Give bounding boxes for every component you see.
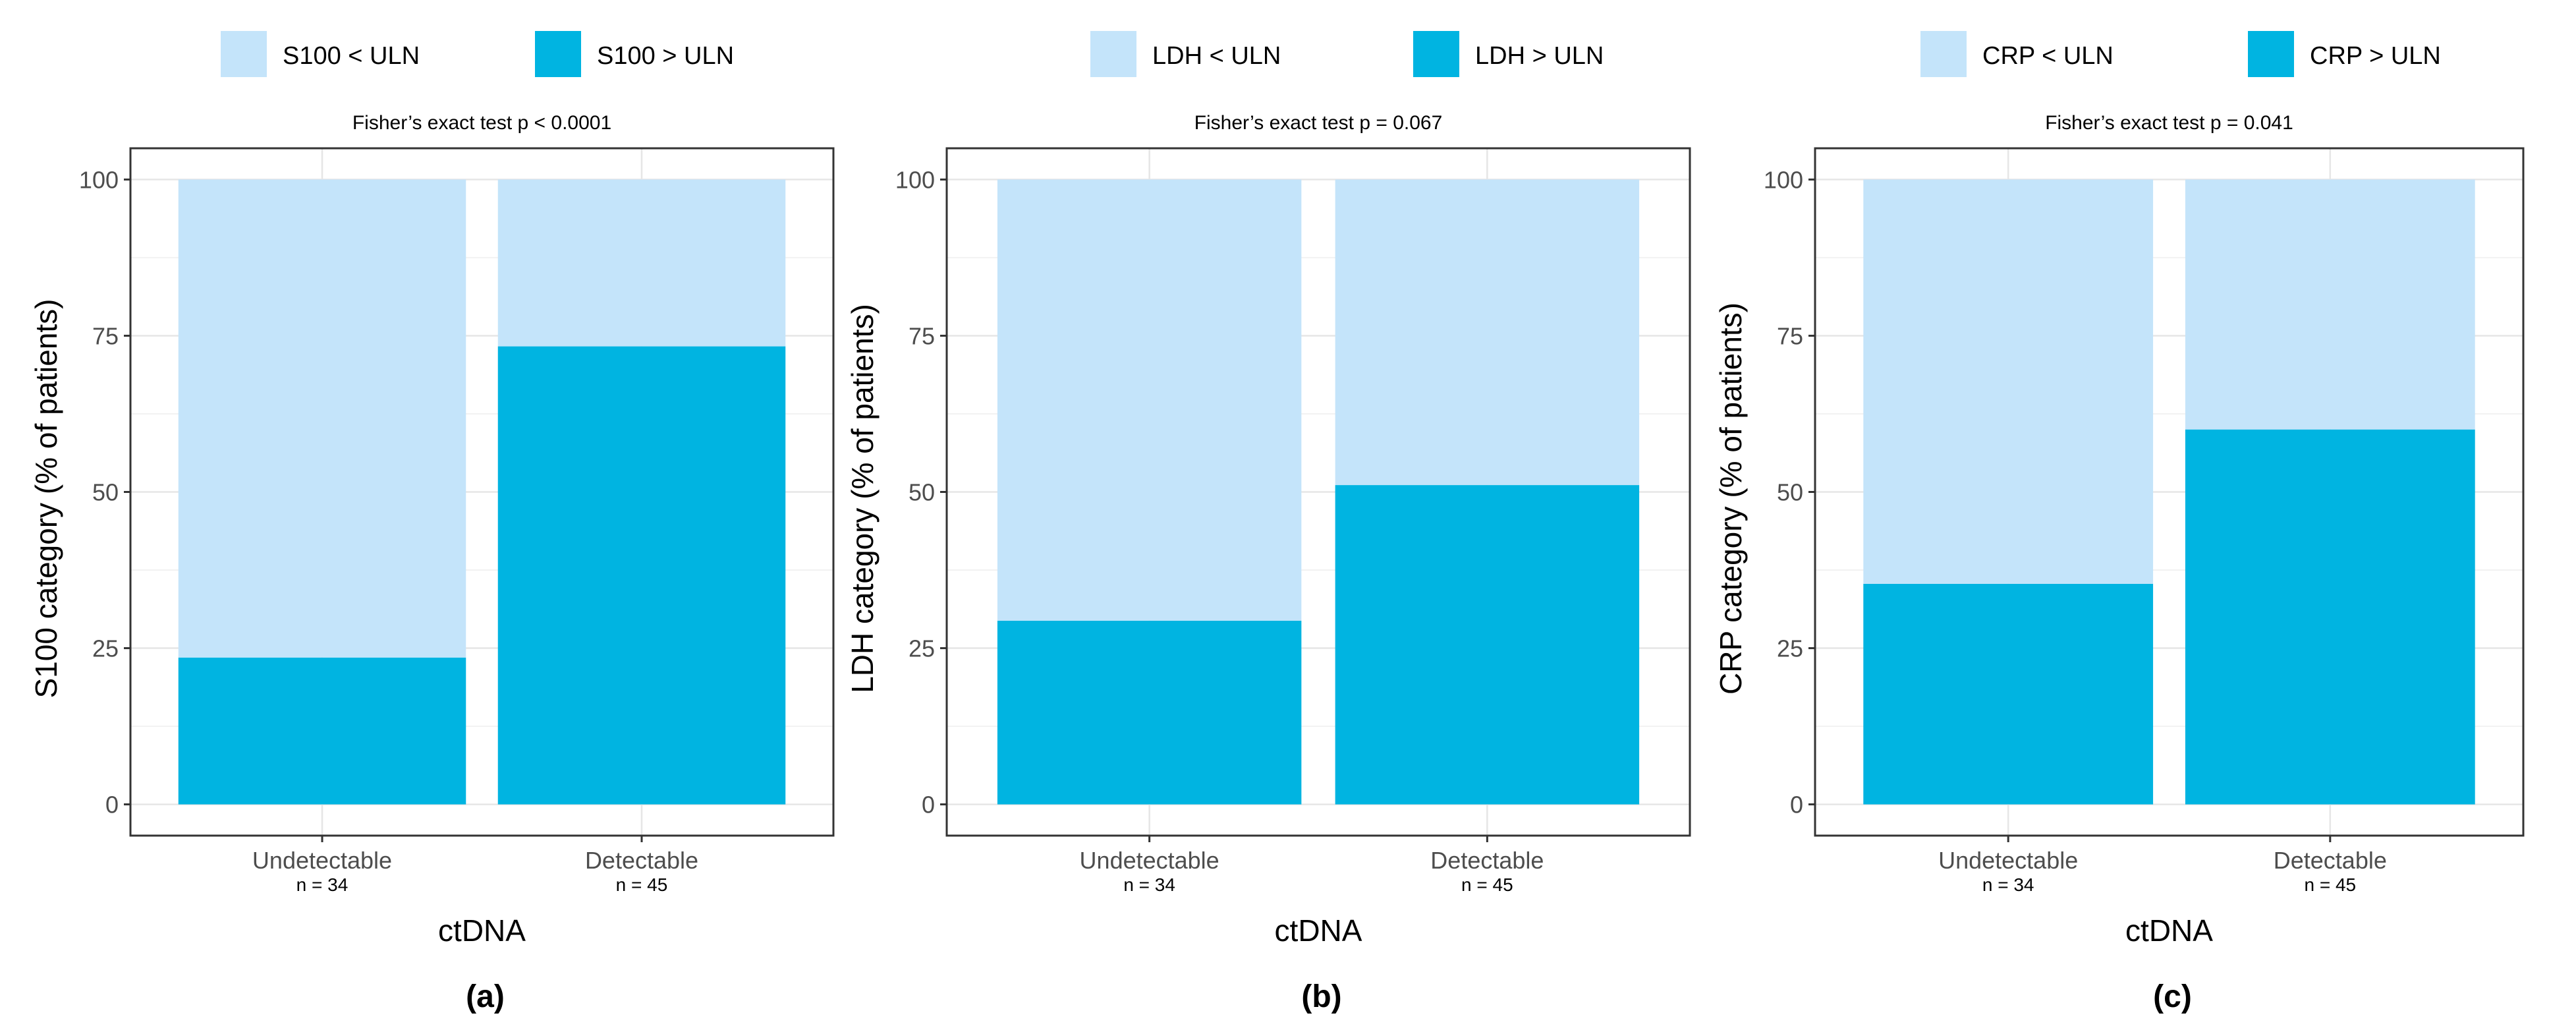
y-tick-label-2: 50 bbox=[1777, 479, 1803, 506]
x-tick-n-1: n = 34 bbox=[1123, 874, 1175, 895]
y-tick-label-1: 50 bbox=[909, 479, 935, 506]
bar-above-0-1 bbox=[497, 346, 786, 805]
x-tick-label-0: Detectable bbox=[585, 847, 698, 874]
legend-label-above-2: CRP > ULN bbox=[2310, 42, 2441, 70]
y-tick-label-2: 75 bbox=[1777, 322, 1803, 349]
legend-label-below-0: S100 < ULN bbox=[283, 42, 420, 70]
x-tick-n-1: n = 45 bbox=[1461, 874, 1513, 895]
y-tick-label-0: 100 bbox=[79, 166, 119, 193]
bar-above-1-1 bbox=[1335, 485, 1640, 805]
y-tick-label-1: 0 bbox=[922, 791, 935, 818]
legend-key-below-1 bbox=[1090, 31, 1136, 77]
x-tick-label-0: Undetectable bbox=[252, 847, 392, 874]
chart-title-2: Fisher’s exact test p = 0.041 bbox=[2045, 112, 2293, 134]
chart-title-0: Fisher’s exact test p < 0.0001 bbox=[352, 112, 611, 134]
y-tick-label-0: 25 bbox=[92, 635, 119, 662]
bar-above-0-0 bbox=[178, 657, 466, 805]
x-tick-n-2: n = 34 bbox=[1982, 874, 2034, 895]
y-tick-label-1: 75 bbox=[909, 322, 935, 349]
bar-below-1-1 bbox=[1335, 179, 1640, 486]
bar-above-2-1 bbox=[2185, 429, 2475, 805]
y-tick-label-2: 0 bbox=[1790, 791, 1803, 818]
legend-key-below-2 bbox=[1920, 31, 1967, 77]
y-tick-label-2: 25 bbox=[1777, 635, 1803, 662]
panel-label-1: (b) bbox=[1301, 979, 1341, 1014]
y-tick-label-0: 0 bbox=[105, 791, 119, 818]
y-tick-label-2: 100 bbox=[1764, 166, 1803, 193]
x-axis-label-1: ctDNA bbox=[1275, 913, 1362, 948]
panel-label-0: (a) bbox=[466, 979, 505, 1014]
legend-label-below-1: LDH < ULN bbox=[1152, 42, 1281, 70]
x-tick-label-2: Undetectable bbox=[1938, 847, 2078, 874]
bar-above-2-0 bbox=[1863, 583, 2154, 805]
x-tick-n-2: n = 45 bbox=[2304, 874, 2356, 895]
legend-key-above-2 bbox=[2248, 31, 2294, 77]
bar-below-0-1 bbox=[497, 179, 786, 347]
x-tick-label-2: Detectable bbox=[2274, 847, 2387, 874]
bar-above-1-0 bbox=[997, 620, 1302, 805]
legend-key-above-1 bbox=[1413, 31, 1459, 77]
y-axis-label-1: LDH category (% of patients) bbox=[845, 304, 880, 693]
legend-label-above-1: LDH > ULN bbox=[1475, 42, 1604, 70]
y-tick-label-1: 25 bbox=[909, 635, 935, 662]
legend-label-above-0: S100 > ULN bbox=[597, 42, 734, 70]
x-tick-label-1: Detectable bbox=[1430, 847, 1544, 874]
x-tick-n-0: n = 45 bbox=[616, 874, 668, 895]
y-axis-label-0: S100 category (% of patients) bbox=[29, 299, 63, 699]
x-tick-n-0: n = 34 bbox=[296, 874, 349, 895]
bar-below-0-0 bbox=[178, 179, 466, 658]
x-axis-label-2: ctDNA bbox=[2125, 913, 2213, 948]
legend-key-above-0 bbox=[535, 31, 581, 77]
y-axis-label-2: CRP category (% of patients) bbox=[1714, 302, 1748, 695]
y-tick-label-0: 75 bbox=[92, 322, 119, 349]
x-axis-label-0: ctDNA bbox=[438, 913, 526, 948]
panel-label-2: (c) bbox=[2153, 979, 2192, 1014]
bar-below-2-1 bbox=[2185, 179, 2475, 430]
legend-key-below-0 bbox=[221, 31, 267, 77]
y-tick-label-1: 100 bbox=[895, 166, 935, 193]
y-tick-label-0: 50 bbox=[92, 479, 119, 506]
bar-below-1-0 bbox=[997, 179, 1302, 621]
x-tick-label-1: Undetectable bbox=[1080, 847, 1219, 874]
chart-title-1: Fisher’s exact test p = 0.067 bbox=[1194, 112, 1443, 134]
legend-label-below-2: CRP < ULN bbox=[1982, 42, 2114, 70]
bar-below-2-0 bbox=[1863, 179, 2154, 584]
